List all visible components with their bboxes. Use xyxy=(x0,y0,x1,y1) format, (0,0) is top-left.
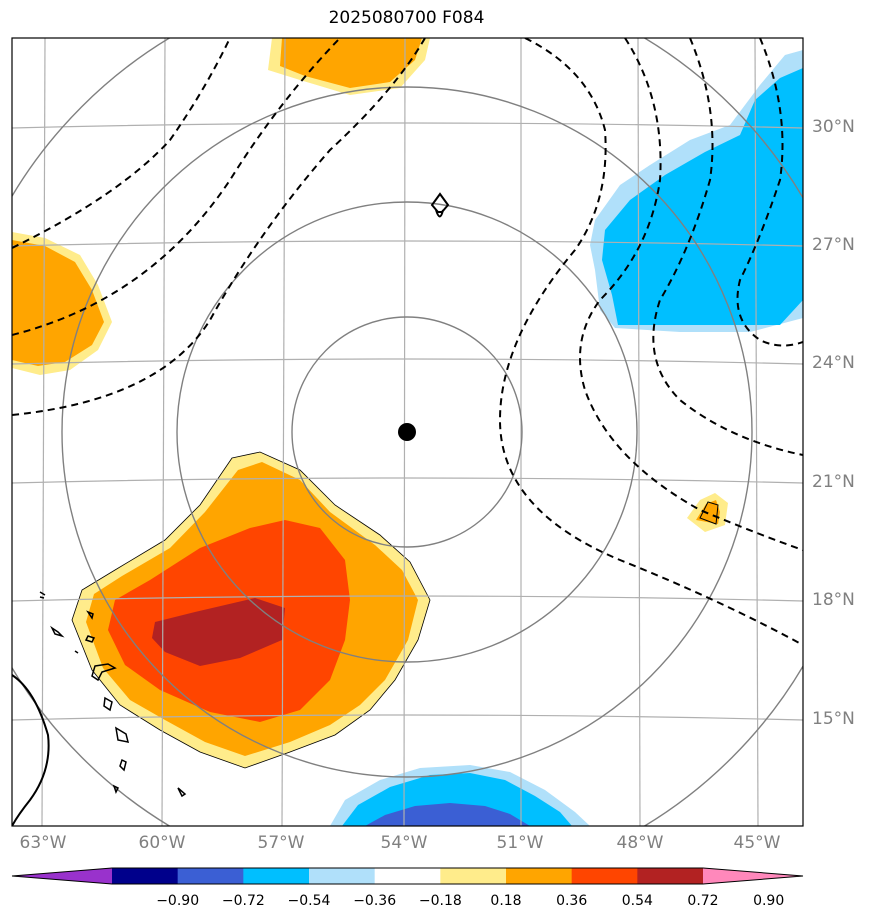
colorbar-segment xyxy=(112,868,179,884)
lon-label-54w: 54°W xyxy=(380,833,428,853)
lon-label-48w: 48°W xyxy=(616,833,664,853)
colorbar-tick-label: −0.90 xyxy=(156,893,200,909)
colorbar xyxy=(11,867,804,885)
colorbar-segment xyxy=(243,868,310,884)
colorbar-tick-label: −0.72 xyxy=(221,893,265,909)
map-panel xyxy=(11,37,804,827)
colorbar-tick-label: −0.36 xyxy=(353,893,397,909)
map-frame xyxy=(11,37,804,827)
range-ring-3 xyxy=(61,86,753,778)
colorbar-outline xyxy=(11,867,804,885)
range-rings xyxy=(12,38,803,826)
colorbar-tick-label: −0.18 xyxy=(418,893,462,909)
negative-anomaly-south xyxy=(330,765,590,826)
lat-label-15n: 15°N xyxy=(812,709,855,729)
colorbar-segment xyxy=(374,868,441,884)
colorbar-tick-label: 0.54 xyxy=(621,893,653,909)
range-ring-1 xyxy=(291,316,523,548)
colorbar-segment xyxy=(309,868,376,884)
lon-label-63w: 63°W xyxy=(19,833,67,853)
colorbar-segment xyxy=(506,868,573,884)
colorbar-segment xyxy=(571,868,638,884)
lat-label-18n: 18°N xyxy=(812,590,855,610)
lon-label-45w: 45°W xyxy=(733,833,781,853)
range-ring-2 xyxy=(176,201,638,663)
lon-label-57w: 57°W xyxy=(257,833,305,853)
colorbar-segment xyxy=(637,868,704,884)
colorbar-tick-label: −0.54 xyxy=(287,893,331,909)
colorbar-extend-high xyxy=(703,868,803,884)
lat-label-24n: 24°N xyxy=(812,353,855,373)
positive-anomaly-west xyxy=(12,232,112,375)
colorbar-tick-label: 0.36 xyxy=(556,893,588,909)
chart-title: 2025080700 F084 xyxy=(328,8,485,28)
lon-label-60w: 60°W xyxy=(138,833,186,853)
colorbar-extend-low xyxy=(12,868,112,884)
positive-anomaly-north xyxy=(268,38,430,95)
storm-center-marker xyxy=(398,423,416,441)
coastlines xyxy=(12,501,719,826)
colorbar-tick-label: 0.72 xyxy=(687,893,719,909)
lon-label-51w: 51°W xyxy=(496,833,544,853)
colorbar-tick-label: 0.90 xyxy=(753,893,785,909)
small-contour-marker xyxy=(430,192,450,218)
colorbar-tick-label: 0.18 xyxy=(490,893,522,909)
lat-label-30n: 30°N xyxy=(812,117,855,137)
lat-label-21n: 21°N xyxy=(812,472,855,492)
colorbar-segment xyxy=(440,868,507,884)
colorbar-segment xyxy=(177,868,244,884)
lat-label-27n: 27°N xyxy=(812,235,855,255)
